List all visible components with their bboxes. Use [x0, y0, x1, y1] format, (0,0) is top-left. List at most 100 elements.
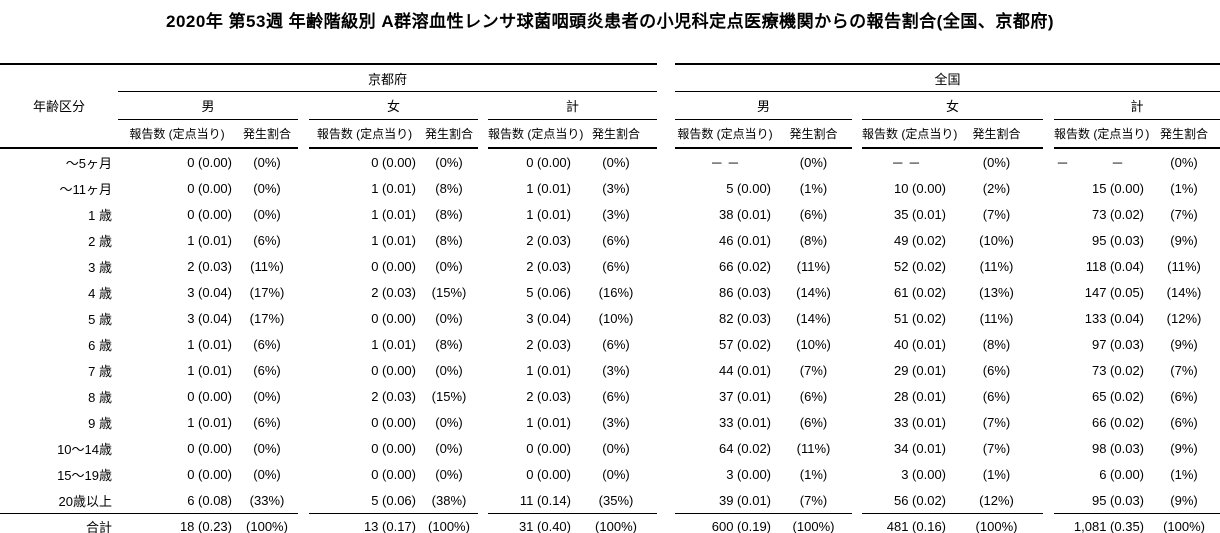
gender-header-total: 計 — [1054, 91, 1220, 120]
column-gap — [298, 357, 309, 383]
incidence-ratio-cell: (7%) — [799, 492, 828, 508]
column-gap — [478, 331, 488, 357]
report-count-cell: 1 (0.01) — [371, 206, 416, 222]
incidence-ratio-cell: (1%) — [1170, 466, 1198, 482]
incidence-ratio-cell: (12%) — [1166, 310, 1202, 326]
table-row: 10～14歳 0 (0.00) (0%) 0 (0.00) (0%) 0 (0.00) (0… — [0, 435, 1220, 461]
incidence-ratio-cell: (1%) — [799, 180, 828, 196]
column-gap — [298, 409, 309, 435]
report-count-cell: －－ — [1054, 148, 1148, 175]
incidence-ratio-cell: (6%) — [1170, 388, 1198, 404]
report-count-cell: 31 (0.40) — [488, 513, 575, 533]
column-gap — [1043, 120, 1054, 149]
column-gap — [298, 514, 309, 533]
column-gap — [298, 92, 309, 120]
incidence-ratio-cell: (2%) — [982, 180, 1011, 196]
report-count-cell: 40 (0.01) — [893, 336, 947, 352]
report-count-cell: 3 (0.04) — [187, 284, 232, 300]
incidence-ratio-cell: (7%) — [799, 362, 828, 378]
ratio-header: 発生割合 — [420, 119, 478, 149]
age-label-cell: 1 歳 — [88, 207, 112, 223]
incidence-ratio-cell: (0%) — [253, 206, 281, 222]
report-count-cell: 118 (0.04) — [1085, 258, 1145, 274]
column-gap — [298, 201, 309, 227]
report-count-cell: 73 (0.02) — [1091, 206, 1145, 222]
age-label-cell: 6 歳 — [88, 337, 112, 353]
table-row: 20歳以上 6 (0.08) (33%) 5 (0.06) (38%) 11 (0.14)… — [0, 487, 1220, 514]
report-count-cell: 65 (0.02) — [1091, 388, 1145, 404]
incidence-ratio-cell: (7%) — [1170, 206, 1198, 222]
incidence-ratio-cell: (3%) — [602, 180, 630, 196]
incidence-ratio-cell: (9%) — [1170, 492, 1198, 508]
column-gap — [298, 120, 309, 149]
subheader-row: 報告数 (定点当り) 発生割合 報告数 (定点当り) 発生割合 報告数 (定点当… — [0, 119, 1220, 149]
incidence-ratio-cell: (6%) — [253, 362, 281, 378]
report-count-cell: 0 (0.00) — [187, 154, 232, 170]
column-gap — [478, 148, 488, 175]
age-label-cell: ～5ヶ月 — [65, 155, 112, 171]
table-row: 5 歳 3 (0.04) (17%) 0 (0.00) (0%) 3 (0.04) (10%… — [0, 305, 1220, 331]
incidence-ratio-cell: (8%) — [799, 232, 828, 248]
incidence-ratio-cell: (38%) — [431, 492, 467, 508]
incidence-ratio-cell: (0%) — [435, 258, 463, 274]
report-count-cell: 2 (0.03) — [371, 284, 416, 300]
gender-header-male: 男 — [118, 91, 298, 120]
report-count-cell: 3 (0.04) — [187, 310, 232, 326]
report-count-cell: 1 (0.01) — [371, 180, 416, 196]
report-count-cell: 0 (0.00) — [187, 206, 232, 222]
column-gap — [478, 92, 488, 120]
reports-header: 報告数 (定点当り) — [118, 119, 236, 149]
report-count-cell: 1 (0.01) — [187, 336, 232, 352]
column-gap — [1043, 435, 1054, 461]
report-count-cell: 39 (0.01) — [718, 492, 772, 508]
age-label-cell: 5 歳 — [88, 311, 112, 327]
ratio-header: 発生割合 — [575, 119, 658, 149]
report-count-cell: 1 (0.01) — [187, 362, 232, 378]
region-gap — [657, 409, 675, 435]
incidence-ratio-cell: (0%) — [435, 310, 463, 326]
incidence-ratio-cell: (8%) — [435, 206, 463, 222]
region-gap — [657, 305, 675, 331]
incidence-ratio-cell: (0%) — [435, 154, 463, 170]
incidence-ratio-cell: (100%) — [420, 513, 478, 533]
report-count-cell: 6 (0.08) — [187, 492, 232, 508]
gender-header-female: 女 — [309, 91, 478, 120]
table-row: 8 歳 0 (0.00) (0%) 2 (0.03) (15%) 2 (0.03) (6%)… — [0, 383, 1220, 409]
column-gap — [1043, 201, 1054, 227]
column-gap — [298, 331, 309, 357]
column-gap — [1043, 331, 1054, 357]
table-row: 1 歳 0 (0.00) (0%) 1 (0.01) (8%) 1 (0.01) (3%) 3… — [0, 201, 1220, 227]
report-count-cell: － － — [891, 155, 921, 171]
report-count-cell: 0 (0.00) — [526, 440, 571, 456]
column-gap — [852, 487, 862, 514]
column-gap — [852, 120, 862, 149]
report-count-cell: 28 (0.01) — [893, 388, 947, 404]
column-gap — [478, 120, 488, 149]
column-gap — [478, 253, 488, 279]
report-count-cell: 0 (0.00) — [371, 440, 416, 456]
report-count-cell: 5 (0.06) — [371, 492, 416, 508]
page-title: 2020年 第53週 年齢階級別 А群溶血性レンサ球菌咽頭炎患者の小児科定点医療… — [166, 12, 1054, 31]
incidence-ratio-cell: (35%) — [598, 492, 634, 508]
column-gap — [1043, 409, 1054, 435]
column-gap — [298, 461, 309, 487]
column-gap — [1043, 227, 1054, 253]
column-gap — [852, 331, 862, 357]
age-subheader-spacer — [0, 119, 118, 149]
report-count-cell: 3 (0.00) — [901, 466, 947, 482]
region-gap — [657, 201, 675, 227]
report-count-cell: 35 (0.01) — [893, 206, 947, 222]
table-body: ～5ヶ月 0 (0.00) (0%) 0 (0.00) (0%) 0 (0.00) (0%)… — [0, 148, 1220, 533]
table-row: 6 歳 1 (0.01) (6%) 1 (0.01) (8%) 2 (0.03) (6%) 5… — [0, 331, 1220, 357]
region-gap — [657, 253, 675, 279]
report-count-cell: 1 (0.01) — [526, 180, 571, 196]
age-label-cell: 15～19歳 — [57, 467, 112, 483]
column-gap — [1043, 383, 1054, 409]
report-count-cell: 38 (0.01) — [718, 206, 772, 222]
report-count-cell: 73 (0.02) — [1091, 362, 1145, 378]
incidence-ratio-cell: (14%) — [796, 284, 831, 300]
table-row: 4 歳 3 (0.04) (17%) 2 (0.03) (15%) 5 (0.06) (16… — [0, 279, 1220, 305]
column-gap — [478, 227, 488, 253]
region-gap — [657, 514, 675, 533]
report-count-cell: 11 (0.14) — [519, 492, 571, 508]
